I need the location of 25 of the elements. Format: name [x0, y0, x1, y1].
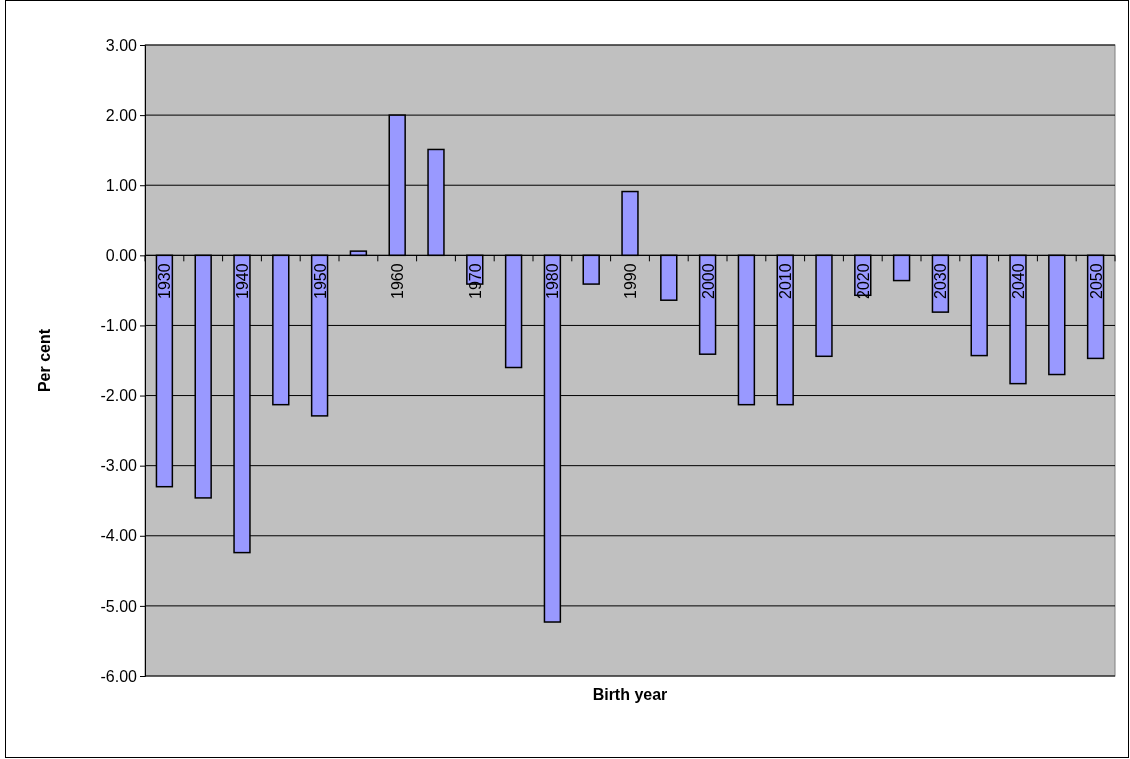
- x-tick-label: 2000: [699, 263, 717, 299]
- y-tick-label: 3.00: [105, 36, 138, 54]
- x-axis-title: Birth year: [592, 686, 668, 703]
- x-tick-label: 1970: [466, 263, 484, 299]
- x-tick-label: 1960: [389, 263, 407, 299]
- x-tick-label: 2010: [777, 263, 795, 299]
- x-tick-label: 2040: [1010, 263, 1027, 299]
- x-tick-label: 1980: [544, 263, 562, 299]
- y-tick-label: -4.00: [100, 527, 138, 545]
- x-tick-label: 1940: [234, 263, 251, 299]
- x-tick-label: 1930: [156, 263, 174, 299]
- x-tick-label: 2030: [932, 263, 950, 299]
- y-tick-label: -1.00: [100, 317, 138, 335]
- x-tick-label: 1990: [622, 263, 639, 299]
- y-tick-label: -5.00: [100, 597, 138, 615]
- y-tick-label: 2.00: [105, 106, 138, 124]
- y-tick-label: 1.00: [105, 176, 138, 194]
- y-axis-title: Per cent: [36, 328, 53, 393]
- x-tick-label: 2020: [854, 263, 872, 299]
- y-tick-label: -6.00: [100, 667, 138, 685]
- y-tick-label: 0.00: [105, 246, 138, 264]
- y-tick-label: -2.00: [100, 387, 138, 405]
- x-tick-label: 2050: [1087, 263, 1105, 299]
- y-tick-label: -3.00: [100, 457, 138, 475]
- x-tick-label: 1950: [311, 263, 329, 299]
